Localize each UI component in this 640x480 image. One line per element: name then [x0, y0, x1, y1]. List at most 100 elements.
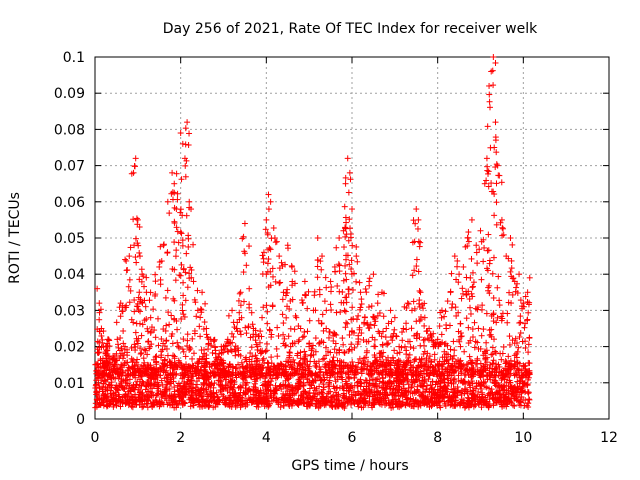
band-point	[469, 380, 476, 387]
scatter-point	[306, 317, 313, 324]
scatter-point	[500, 225, 507, 232]
y-axis-label: ROTI / TECUs	[7, 192, 23, 284]
scatter-point	[166, 321, 173, 328]
data-point	[96, 300, 103, 307]
scatter-point	[168, 312, 175, 319]
data-point	[211, 343, 218, 350]
scatter-point	[349, 286, 356, 293]
scatter-point	[496, 302, 503, 309]
scatter-point	[157, 276, 164, 283]
scatter-point	[483, 339, 490, 346]
scatter-point	[152, 354, 159, 361]
scatter-point	[356, 279, 363, 286]
band-point	[427, 381, 434, 388]
scatter-point	[467, 310, 474, 317]
band-point	[234, 402, 241, 409]
scatter-point	[333, 309, 340, 316]
scatter-point	[333, 244, 340, 251]
axis-ticks: 0 2 4 6 8 10 12 0 0.01 0.02 0.03 0.04 0.05 0.06 0.07 0.…	[54, 50, 618, 446]
y-tick-label: 0.04	[54, 267, 85, 283]
scatter-point	[457, 320, 464, 327]
scatter-point	[193, 313, 200, 320]
y-tick-label: 0.03	[54, 303, 85, 319]
scatter-point	[349, 242, 356, 249]
y-tick-label: 0	[76, 412, 85, 428]
scatter-point	[176, 272, 183, 279]
scatter-point	[339, 335, 346, 342]
scatter-point	[362, 285, 369, 292]
scatter-point	[469, 334, 476, 341]
data-point	[126, 253, 133, 260]
scatter-point	[461, 348, 468, 355]
scatter-point	[454, 263, 461, 270]
scatter-point	[403, 347, 410, 354]
scatter-point	[166, 210, 173, 217]
scatter-point	[366, 275, 373, 282]
scatter-point	[132, 254, 139, 261]
scatter-point	[365, 304, 372, 311]
scatter-point	[190, 350, 197, 357]
scatter-point	[280, 320, 287, 327]
scatter-point	[493, 319, 500, 326]
scatter-point	[182, 162, 189, 169]
data-points	[92, 54, 533, 412]
scatter-point	[526, 335, 533, 342]
scatter-point	[284, 286, 291, 293]
scatter-point	[281, 335, 288, 342]
scatter-point	[343, 299, 350, 306]
scatter-point	[201, 319, 208, 326]
scatter-point	[467, 274, 474, 281]
scatter-point	[336, 262, 343, 269]
data-point	[276, 253, 283, 260]
scatter-point	[268, 354, 275, 361]
scatter-point	[136, 289, 143, 296]
data-point	[289, 263, 296, 270]
scatter-point	[130, 216, 137, 223]
y-tick-label: 0.05	[54, 231, 85, 247]
y-tick-label: 0.1	[63, 50, 85, 66]
scatter-point	[304, 328, 311, 335]
scatter-point	[416, 300, 423, 307]
band-point	[173, 370, 180, 377]
data-point	[387, 307, 394, 314]
scatter-point	[128, 316, 135, 323]
scatter-point	[474, 260, 481, 267]
data-point	[477, 227, 484, 234]
scatter-point	[246, 243, 253, 250]
band-point	[498, 377, 505, 384]
scatter-point	[486, 104, 493, 111]
data-point	[483, 155, 490, 162]
data-point	[415, 216, 422, 223]
scatter-point	[146, 297, 153, 304]
data-point	[421, 314, 428, 321]
scatter-point	[243, 330, 250, 337]
y-tick-label: 0.07	[54, 159, 85, 175]
scatter-point	[180, 336, 187, 343]
data-point	[374, 300, 381, 307]
scatter-point	[469, 326, 476, 333]
scatter-point	[174, 190, 181, 197]
band-point	[511, 402, 518, 409]
scatter-point	[202, 300, 209, 307]
data-point	[237, 289, 244, 296]
y-tick-label: 0.09	[54, 86, 85, 102]
scatter-point	[448, 304, 455, 311]
data-point	[241, 220, 248, 227]
scatter-point	[458, 333, 465, 340]
scatter-point	[99, 336, 106, 343]
scatter-point	[339, 289, 346, 296]
scatter-point	[489, 270, 496, 277]
data-point	[400, 325, 407, 332]
scatter-point	[283, 314, 290, 321]
data-point	[267, 198, 274, 205]
scatter-point	[141, 346, 148, 353]
scatter-point	[457, 343, 464, 350]
scatter-point	[128, 355, 135, 362]
scatter-point	[274, 353, 281, 360]
x-tick-label: 0	[91, 430, 100, 446]
scatter-point	[248, 344, 255, 351]
scatter-point	[323, 284, 330, 291]
data-point	[301, 278, 308, 285]
scatter-point	[242, 324, 249, 331]
